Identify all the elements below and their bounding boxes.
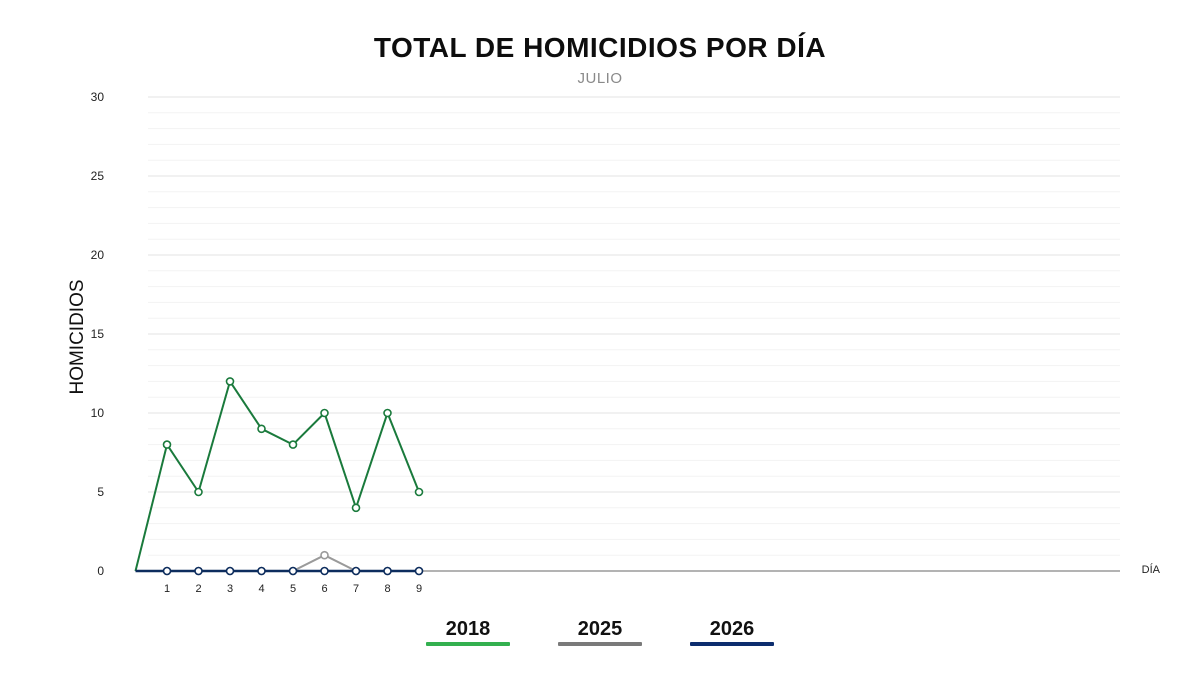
x-tick-label: 5	[290, 583, 296, 595]
data-point-2026	[414, 566, 424, 576]
legend-swatch-2025	[558, 642, 642, 646]
series-line-2025	[135, 554, 419, 572]
data-point-2018	[320, 408, 329, 418]
data-point-2018	[194, 487, 203, 497]
y-tick-label: 20	[91, 248, 105, 262]
y-tick-label: 25	[91, 169, 105, 183]
x-tick-label: 6	[321, 583, 327, 595]
legend-item-2018: 2018	[426, 618, 510, 646]
series-line-2018	[134, 380, 420, 572]
data-point-2018	[383, 408, 392, 418]
legend-item-2025: 2025	[558, 618, 642, 646]
data-point-2026	[320, 566, 329, 576]
legend: 2018 2025 2026	[0, 618, 1200, 658]
x-tick-label: 2	[195, 583, 201, 595]
data-point-2026	[383, 566, 392, 576]
chart-subtitle: JULIO	[577, 70, 623, 87]
data-point-2018	[257, 424, 266, 434]
data-point-2026	[225, 566, 235, 576]
y-tick-label: 10	[91, 406, 105, 420]
data-point-2026	[257, 566, 266, 576]
data-point-2018	[162, 440, 172, 449]
y-axis-label: HOMICIDIOS	[67, 279, 88, 394]
y-tick-label: 30	[91, 90, 105, 104]
x-tick-label: 4	[258, 583, 264, 595]
series-2026	[135, 566, 424, 576]
x-axis-label: DÍA	[1142, 563, 1161, 576]
y-tick-label: 5	[97, 485, 104, 499]
x-tick-label: 3	[227, 583, 233, 595]
legend-label-2018: 2018	[445, 618, 491, 640]
x-tick-label: 7	[353, 583, 359, 595]
y-axis-ticks: 0 5 10 15 20 25 30	[91, 90, 105, 578]
data-point-2018	[225, 377, 235, 386]
series-lines	[134, 377, 424, 576]
legend-item-2026: 2026	[690, 618, 774, 646]
x-axis-ticks: 1 2 3 4 5 6 7 8 9	[164, 583, 422, 595]
series-2018	[134, 377, 424, 572]
data-point-2018	[351, 503, 361, 513]
legend-swatch-2026	[690, 642, 774, 646]
legend-label-2025: 2025	[577, 618, 623, 640]
chart-title: TOTAL DE HOMICIDIOS POR DÍA	[373, 32, 827, 63]
x-tick-label: 9	[416, 583, 422, 595]
y-tick-label: 0	[97, 564, 104, 578]
data-point-2026	[162, 566, 172, 576]
data-point-2026	[194, 566, 203, 576]
data-point-2026	[288, 566, 298, 576]
legend-label-2026: 2026	[709, 618, 755, 640]
x-tick-label: 8	[384, 583, 390, 595]
data-point-2025	[320, 550, 329, 560]
grid-lines	[148, 96, 1120, 556]
x-tick-label: 1	[164, 583, 170, 595]
legend-swatch-2018	[426, 642, 510, 646]
data-point-2026	[351, 566, 361, 576]
data-point-2018	[288, 440, 298, 449]
data-point-2018	[414, 487, 424, 497]
y-tick-label: 15	[91, 327, 105, 341]
